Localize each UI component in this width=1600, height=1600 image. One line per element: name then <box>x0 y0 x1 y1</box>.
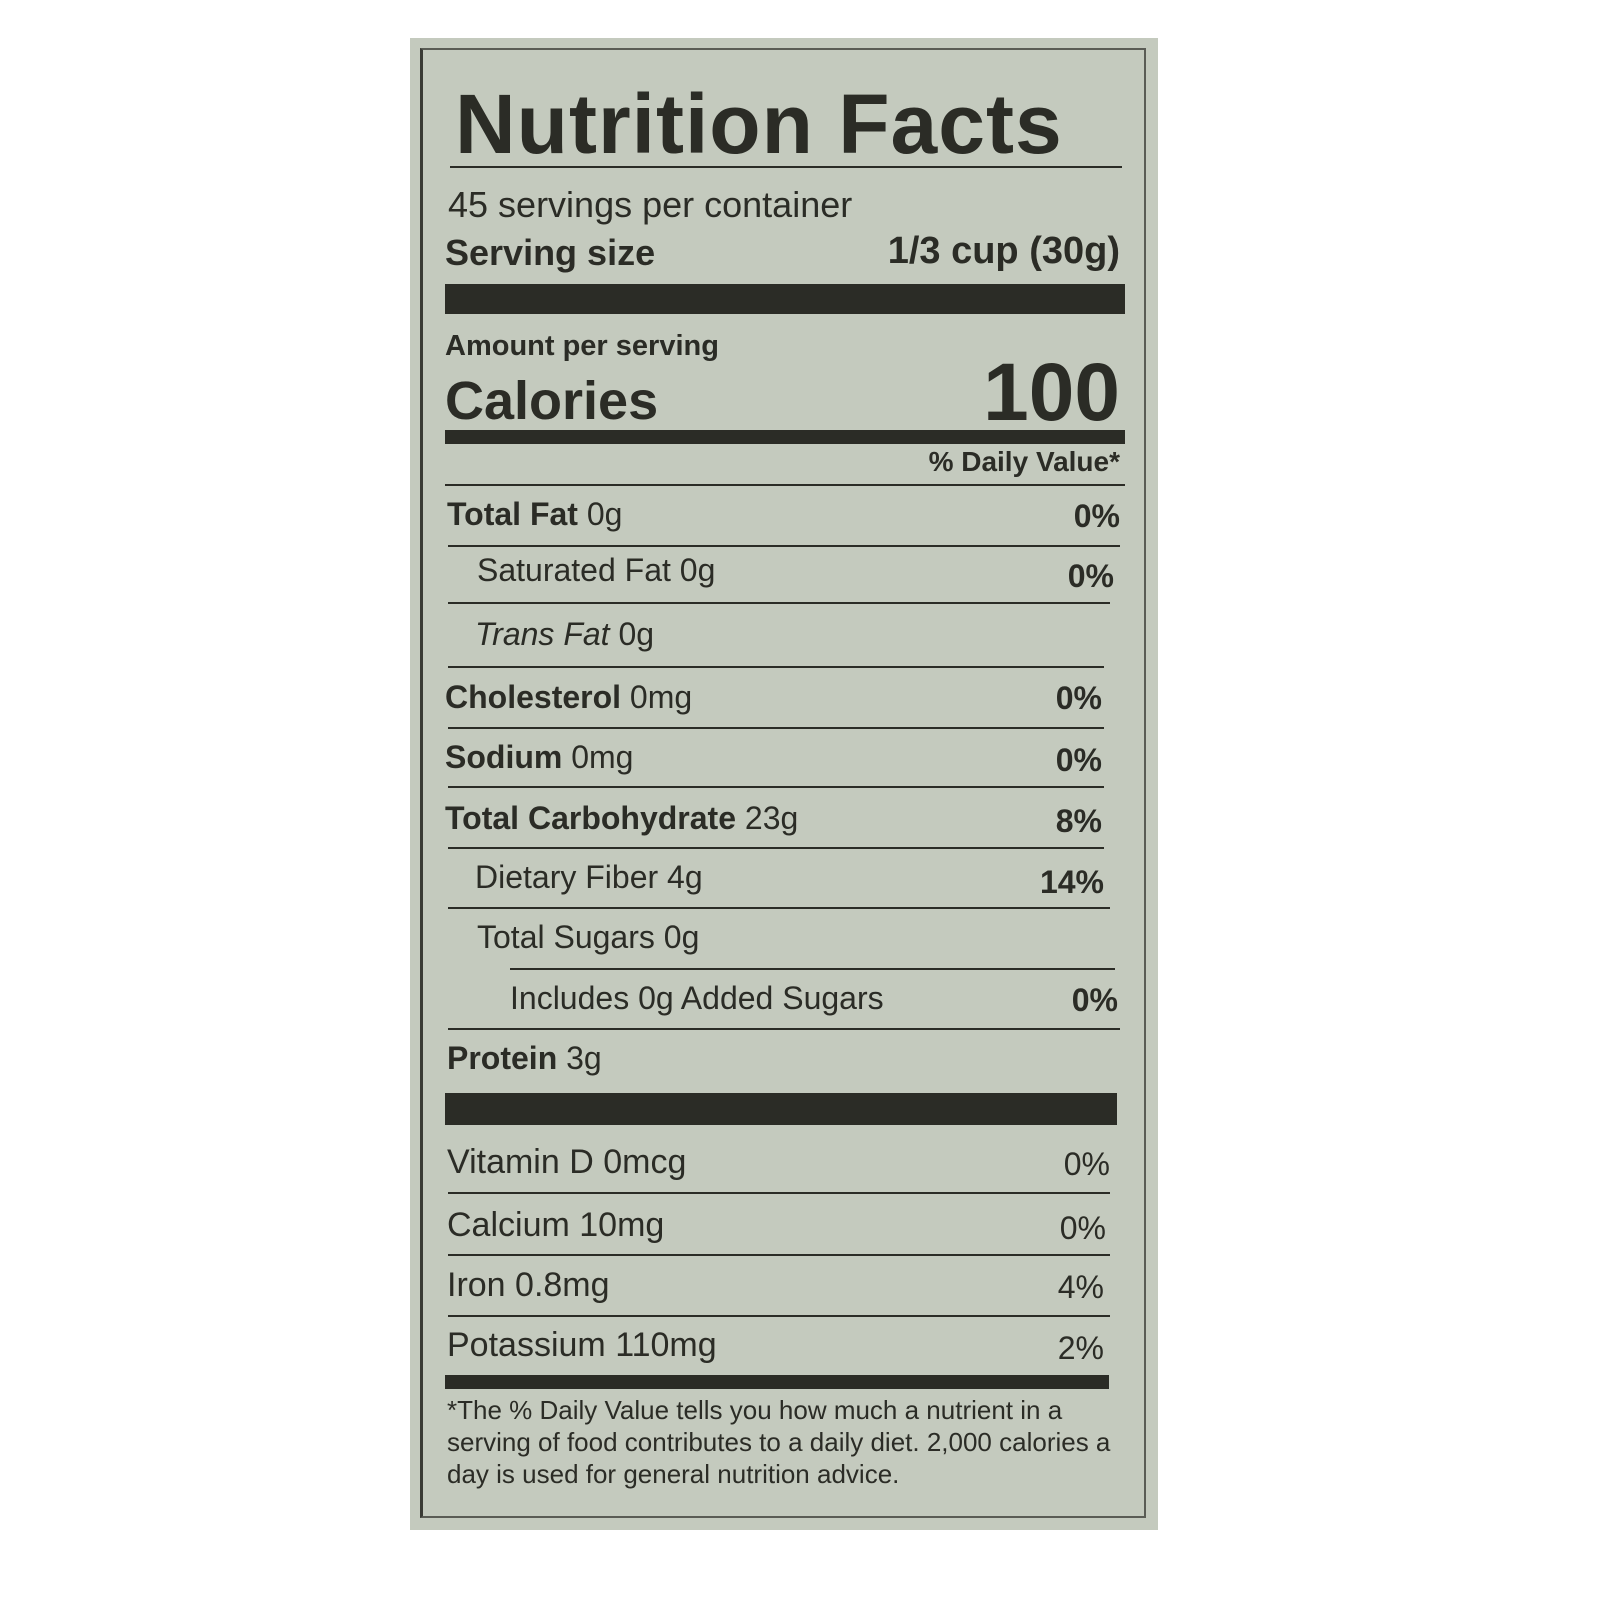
divider <box>448 847 1104 849</box>
dv-saturated-fat: 0% <box>1067 558 1114 594</box>
divider <box>448 1315 1110 1317</box>
divider <box>448 727 1104 729</box>
vitamin-row-calcium: Calcium 10mg <box>447 1206 665 1244</box>
nutrient-row-cholesterol: Cholesterol 0mg <box>445 679 693 715</box>
dv-total-carbohydrate: 8% <box>1055 803 1102 839</box>
divider <box>448 1192 1110 1194</box>
calories-value: 100 <box>983 347 1120 438</box>
label-title: Nutrition Facts <box>455 77 1063 171</box>
thick-divider <box>445 284 1125 314</box>
nutrient-row-added-sugars: Includes 0g Added Sugars <box>510 980 884 1016</box>
divider <box>450 166 1122 168</box>
daily-value-header: % Daily Value* <box>928 446 1120 477</box>
vitamin-row-vitamin-d: Vitamin D 0mcg <box>447 1143 687 1181</box>
servings-per-container: 45 servings per container <box>448 184 853 225</box>
dv-potassium: 2% <box>1057 1330 1104 1366</box>
nutrient-row-sodium: Sodium 0mg <box>445 739 634 775</box>
dv-total-fat: 0% <box>1073 498 1120 534</box>
nutrient-row-total-fat: Total Fat 0g <box>447 496 623 532</box>
serving-size-label: Serving size <box>445 232 656 273</box>
nutrition-label: Nutrition Facts 45 servings per containe… <box>410 38 1158 1530</box>
nutrient-row-saturated-fat: Saturated Fat 0g <box>477 552 716 588</box>
nutrient-row-trans-fat: Trans Fat 0g <box>475 616 655 652</box>
dv-added-sugars: 0% <box>1071 982 1118 1018</box>
footnote: *The % Daily Value tells you how much a … <box>447 1395 1111 1489</box>
divider <box>448 602 1110 604</box>
divider <box>448 786 1104 788</box>
divider <box>448 545 1120 547</box>
vitamin-row-iron: Iron 0.8mg <box>447 1266 610 1304</box>
divider <box>448 1254 1110 1256</box>
divider <box>510 968 1115 970</box>
divider <box>445 484 1125 486</box>
thick-divider <box>445 1093 1117 1125</box>
label-border <box>420 48 1146 1518</box>
dv-cholesterol: 0% <box>1055 680 1102 716</box>
medium-divider <box>445 430 1125 444</box>
divider <box>448 1028 1120 1030</box>
dv-dietary-fiber: 14% <box>1039 864 1104 900</box>
vitamin-row-potassium: Potassium 110mg <box>447 1326 717 1364</box>
nutrient-row-total-sugars: Total Sugars 0g <box>477 919 700 955</box>
amount-per-serving: Amount per serving <box>445 330 719 362</box>
serving-size-value: 1/3 cup (30g) <box>887 230 1120 272</box>
nutrient-row-total-carbohydrate: Total Carbohydrate 23g <box>445 800 799 836</box>
divider <box>448 907 1110 909</box>
nutrient-row-dietary-fiber: Dietary Fiber 4g <box>475 859 703 895</box>
nutrient-row-protein: Protein 3g <box>447 1040 602 1076</box>
calories-label: Calories <box>445 371 659 431</box>
dv-iron: 4% <box>1057 1269 1104 1305</box>
dv-sodium: 0% <box>1055 742 1102 778</box>
divider <box>448 666 1104 668</box>
dv-calcium: 0% <box>1059 1210 1106 1246</box>
medium-divider <box>445 1375 1109 1389</box>
dv-vitamin-d: 0% <box>1063 1146 1110 1182</box>
